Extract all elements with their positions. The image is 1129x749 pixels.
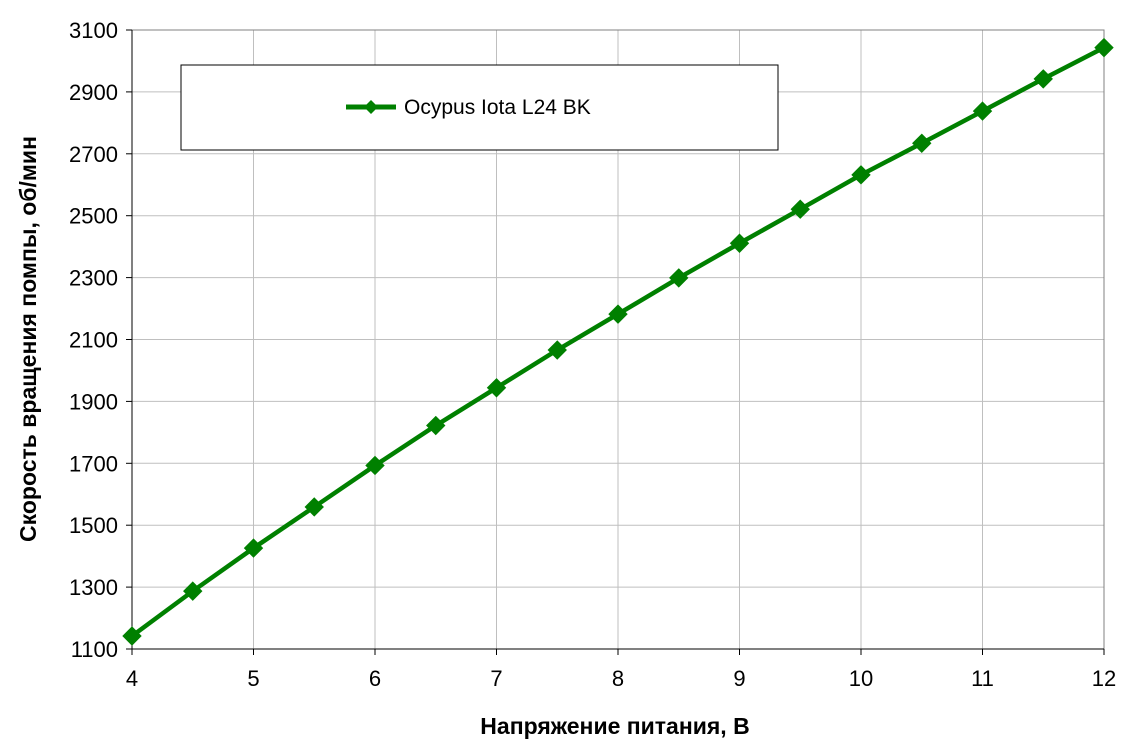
data-point-marker: [547, 340, 567, 360]
y-tick-label: 1500: [69, 513, 118, 538]
y-tick-label: 1700: [69, 451, 118, 476]
y-tick-label: 1900: [69, 389, 118, 414]
data-point-marker: [122, 626, 142, 646]
data-point-marker: [304, 497, 324, 517]
data-point-marker: [972, 101, 993, 121]
x-tick-label: 9: [733, 666, 745, 691]
data-point-marker: [851, 165, 871, 185]
data-point-marker: [1094, 37, 1114, 58]
data-point-marker: [365, 455, 385, 476]
legend-series-label: Ocypus Iota L24 BK: [404, 96, 591, 119]
y-tick-label: 2100: [69, 328, 118, 353]
x-tick-label: 5: [247, 666, 259, 691]
y-tick-label: 1300: [69, 575, 118, 600]
x-tick-label: 7: [490, 666, 502, 691]
x-axis-title: Напряжение питания, В: [480, 713, 749, 739]
data-point-marker: [669, 268, 689, 288]
data-point-marker: [183, 581, 203, 601]
data-point-marker: [1033, 69, 1053, 89]
x-tick-label: 6: [369, 666, 381, 691]
axis-ticks: 4 5 6 7 8 9 10 11 12 1100 1300 1500 1700 1900 2100 2300…: [69, 18, 1116, 691]
legend-box: [180, 64, 779, 151]
x-tick-label: 11: [971, 666, 994, 691]
y-tick-label: 2900: [69, 80, 118, 105]
x-tick-label: 10: [849, 666, 873, 691]
y-tick-label: 1100: [71, 637, 118, 662]
series-layer: [122, 37, 1114, 646]
x-tick-label: 4: [126, 666, 138, 691]
data-point-marker: [426, 415, 446, 436]
data-point-marker: [729, 233, 750, 253]
data-point-marker: [912, 133, 932, 153]
y-tick-label: 2300: [69, 266, 118, 291]
legend: Ocypus Iota L24 BK: [180, 64, 779, 151]
y-tick-label: 3100: [69, 18, 118, 43]
x-tick-label: 8: [612, 666, 624, 691]
y-tick-label: 2500: [69, 204, 118, 229]
y-axis-title: Скорость вращения помпы, об/мин: [15, 136, 41, 542]
x-tick-label: 12: [1092, 666, 1116, 691]
data-point-marker: [608, 304, 628, 324]
data-point-marker: [790, 199, 810, 219]
legend-diamond-marker: [364, 100, 378, 114]
y-tick-label: 2700: [69, 142, 118, 167]
data-point-marker: [243, 538, 264, 558]
data-point-marker: [486, 378, 507, 398]
